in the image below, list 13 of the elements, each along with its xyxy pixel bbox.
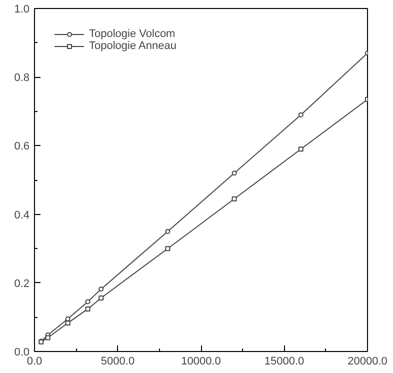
x-tick-label: 15000.0 bbox=[264, 356, 304, 368]
y-tick-label: 1.0 bbox=[14, 4, 30, 16]
x-tick-label: 10000.0 bbox=[181, 356, 221, 368]
x-tick-label: 20000.0 bbox=[348, 356, 388, 368]
x-tick-label: 0.0 bbox=[26, 356, 42, 368]
legend-label: Topologie Volcom bbox=[89, 28, 176, 40]
y-tick-label: 0.2 bbox=[14, 278, 30, 290]
x-tick-label: 5000.0 bbox=[100, 356, 135, 368]
y-tick-label: 0.6 bbox=[14, 140, 30, 153]
legend-label: Topologie Anneau bbox=[89, 40, 176, 52]
y-tick-label: 0.4 bbox=[14, 209, 30, 222]
y-tick-label: 0.8 bbox=[14, 72, 30, 84]
y-tick-label: 0.0 bbox=[14, 346, 30, 358]
